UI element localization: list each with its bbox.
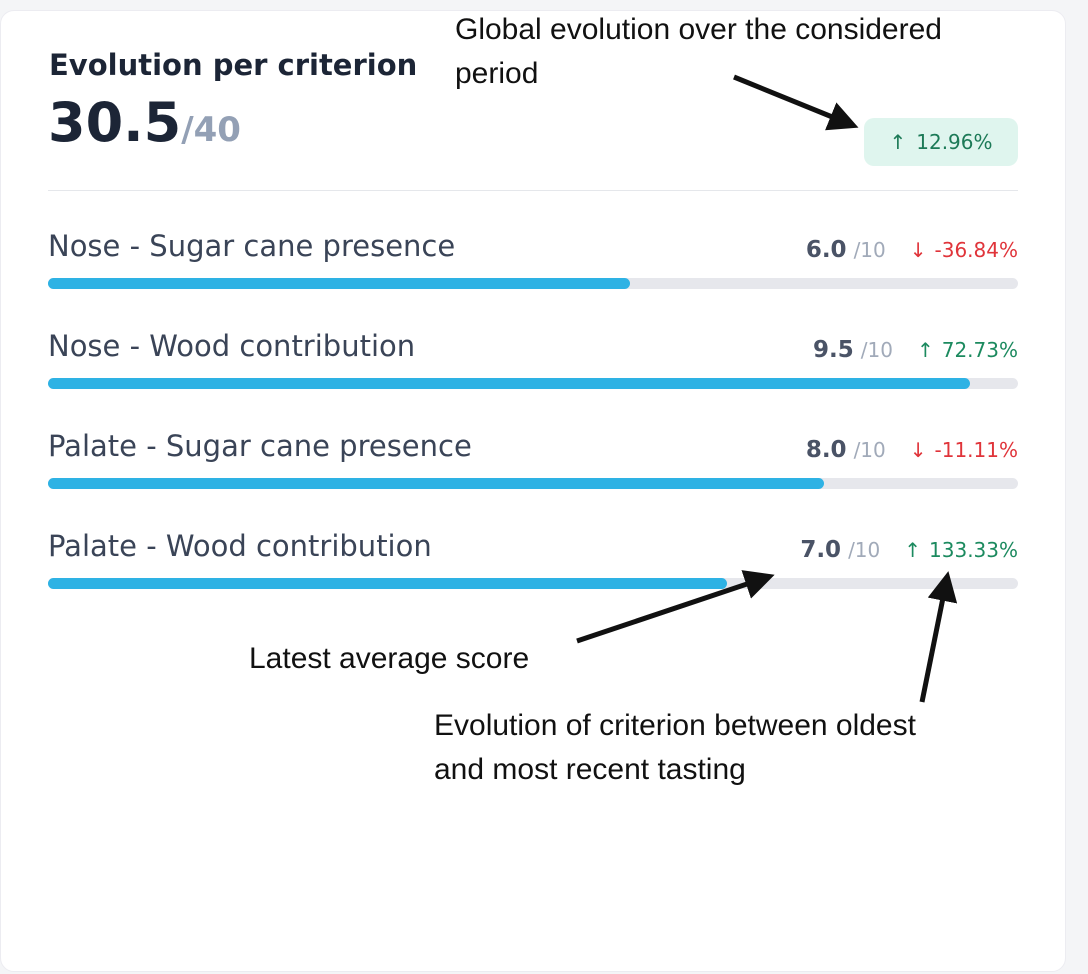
- annotation-line: Evolution of criterion between oldest: [434, 709, 916, 742]
- arrow-up-icon: ↑: [916, 338, 934, 362]
- criterion-row: Palate - Sugar cane presence 8.0 /10 ↓ -1…: [48, 429, 1018, 499]
- criterion-score: 8.0: [805, 437, 847, 463]
- total-score: 30.5/40: [48, 96, 241, 150]
- criterion-evolution-value: -36.84%: [934, 238, 1018, 262]
- criterion-score-max: /10: [853, 438, 886, 462]
- arrow-up-icon: ↑: [904, 538, 922, 562]
- annotation-line: period: [455, 56, 539, 90]
- progress-fill: [48, 478, 824, 489]
- criterion-metrics: 6.0 /10 ↓ -36.84%: [806, 237, 1018, 263]
- divider: [48, 190, 1018, 191]
- criterion-score: 7.0: [800, 537, 842, 563]
- arrow-down-icon: ↓: [909, 238, 927, 262]
- criterion-label: Nose - Sugar cane presence: [48, 229, 456, 263]
- criterion-label: Palate - Wood contribution: [48, 529, 432, 563]
- criterion-label: Nose - Wood contribution: [48, 329, 416, 363]
- progress-fill: [48, 378, 970, 389]
- criterion-score-max: /10: [860, 338, 893, 362]
- criterion-row: Nose - Wood contribution 9.5 /10 ↑ 72.73%: [48, 329, 1018, 399]
- arrow-up-icon: ↑: [889, 130, 907, 154]
- criterion-metrics: 8.0 /10 ↓ -11.11%: [806, 437, 1018, 463]
- criterion-row: Palate - Wood contribution 7.0 /10 ↑ 133.…: [48, 529, 1018, 599]
- annotation-line: Global evolution over the considered: [455, 13, 942, 46]
- progress-track: [48, 578, 1018, 589]
- total-score-value: 30.5: [48, 91, 182, 154]
- criterion-metrics: 7.0 /10 ↑ 133.33%: [800, 537, 1018, 563]
- criterion-score-max: /10: [853, 238, 886, 262]
- progress-fill: [48, 578, 727, 589]
- annotation-global-evolution: Global evolution over the considered per…: [455, 8, 942, 95]
- progress-track: [48, 378, 1018, 389]
- global-evolution-badge: ↑ 12.96%: [864, 118, 1018, 166]
- criterion-evolution: ↓ -36.84%: [910, 238, 1018, 262]
- criterion-score: 9.5: [813, 337, 854, 363]
- criterion-evolution-value: 133.33%: [929, 538, 1018, 562]
- criterion-label: Palate - Sugar cane presence: [48, 429, 472, 463]
- criterion-metrics: 9.5 /10 ↑ 72.73%: [813, 337, 1018, 363]
- global-evolution-value: 12.96%: [916, 130, 993, 154]
- arrow-down-icon: ↓: [909, 438, 927, 462]
- criterion-evolution-value: -11.11%: [934, 438, 1018, 462]
- criterion-score-max: /10: [848, 538, 881, 562]
- annotation-line: and most recent tasting: [434, 752, 746, 786]
- annotation-criterion-evolution: Evolution of criterion between oldest an…: [434, 704, 916, 791]
- evolution-card: [0, 10, 1066, 972]
- progress-track: [48, 278, 1018, 289]
- card-title: Evolution per criterion: [49, 48, 418, 82]
- progress-fill: [48, 278, 630, 289]
- criterion-evolution-value: 72.73%: [941, 338, 1018, 362]
- criterion-row: Nose - Sugar cane presence 6.0 /10 ↓ -36.…: [48, 229, 1018, 299]
- criterion-evolution: ↑ 72.73%: [917, 338, 1018, 362]
- criterion-evolution: ↑ 133.33%: [904, 538, 1018, 562]
- annotation-latest-score: Latest average score: [249, 642, 530, 675]
- criterion-score: 6.0: [805, 237, 847, 263]
- total-score-max: /40: [181, 110, 241, 150]
- progress-track: [48, 478, 1018, 489]
- criterion-evolution: ↓ -11.11%: [910, 438, 1018, 462]
